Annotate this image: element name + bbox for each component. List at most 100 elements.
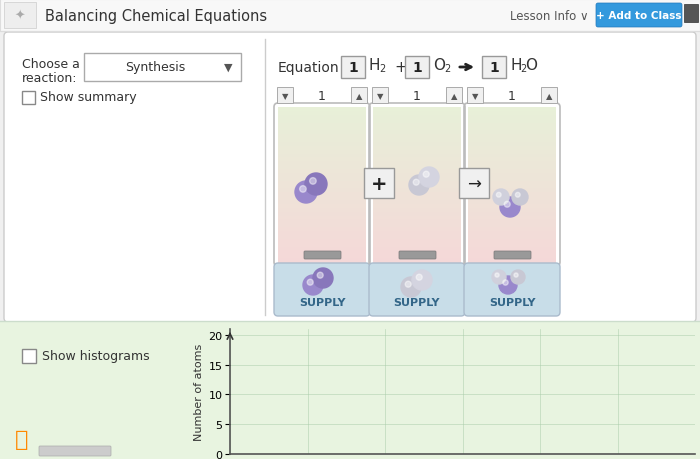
Bar (278, 208, 366, 213)
Bar (373, 251, 461, 255)
FancyBboxPatch shape (405, 57, 429, 79)
Bar (373, 185, 461, 190)
Bar (278, 135, 366, 139)
Text: 1: 1 (489, 61, 499, 75)
FancyBboxPatch shape (274, 263, 370, 316)
FancyBboxPatch shape (341, 57, 365, 79)
Circle shape (499, 276, 517, 294)
FancyBboxPatch shape (364, 168, 394, 199)
Bar (278, 116, 366, 120)
Bar (278, 181, 366, 185)
Text: SUPPLY: SUPPLY (489, 297, 536, 308)
Text: ▲: ▲ (451, 92, 457, 101)
Bar (373, 204, 461, 209)
Bar (278, 108, 366, 112)
Bar (278, 119, 366, 124)
Bar (278, 154, 366, 158)
Circle shape (413, 180, 419, 186)
Circle shape (512, 190, 528, 206)
FancyBboxPatch shape (0, 0, 700, 32)
Text: Balancing Chemical Equations: Balancing Chemical Equations (45, 8, 267, 23)
Bar (373, 123, 461, 128)
Bar (468, 193, 556, 197)
Bar (373, 220, 461, 224)
Circle shape (419, 168, 439, 188)
Circle shape (317, 273, 323, 279)
Text: Show summary: Show summary (40, 91, 136, 104)
Bar (373, 189, 461, 193)
FancyBboxPatch shape (304, 252, 341, 259)
Bar (278, 243, 366, 247)
Bar (373, 108, 461, 112)
Bar (278, 139, 366, 143)
Text: SUPPLY: SUPPLY (299, 297, 345, 308)
Bar (373, 235, 461, 240)
Text: +: + (394, 61, 407, 75)
Bar (468, 119, 556, 124)
Bar (373, 181, 461, 185)
Bar (468, 258, 556, 263)
Bar (278, 162, 366, 166)
Bar (278, 112, 366, 116)
Bar (468, 174, 556, 178)
Bar (468, 251, 556, 255)
Circle shape (511, 270, 525, 285)
Text: 1: 1 (413, 90, 421, 103)
Bar (278, 251, 366, 255)
Text: H: H (369, 57, 381, 73)
Bar (373, 143, 461, 147)
FancyBboxPatch shape (596, 4, 682, 28)
Circle shape (495, 274, 499, 278)
Text: ▼: ▼ (281, 92, 288, 101)
Bar (468, 108, 556, 112)
Bar (468, 197, 556, 201)
Bar (373, 193, 461, 197)
Text: 1: 1 (412, 61, 422, 75)
Text: Synthesis: Synthesis (125, 62, 185, 74)
FancyBboxPatch shape (369, 263, 465, 316)
FancyBboxPatch shape (446, 88, 462, 104)
Bar (373, 247, 461, 252)
FancyBboxPatch shape (4, 33, 696, 322)
Circle shape (300, 186, 306, 193)
Bar (468, 204, 556, 209)
Text: 2: 2 (520, 64, 526, 74)
Bar (468, 127, 556, 131)
Bar (278, 174, 366, 178)
Bar (373, 131, 461, 135)
Bar (373, 146, 461, 151)
Text: 2: 2 (444, 64, 450, 74)
FancyBboxPatch shape (4, 3, 36, 29)
Bar (278, 131, 366, 135)
Text: ▼: ▼ (224, 63, 232, 73)
Bar (468, 112, 556, 116)
Circle shape (401, 277, 421, 297)
Bar (468, 247, 556, 252)
Bar (278, 185, 366, 190)
Bar (278, 220, 366, 224)
Text: reaction:: reaction: (22, 71, 78, 84)
Bar (373, 112, 461, 116)
Bar (468, 131, 556, 135)
Bar (373, 154, 461, 158)
Y-axis label: Number of atoms: Number of atoms (194, 343, 204, 440)
Bar (278, 228, 366, 232)
Bar (278, 193, 366, 197)
FancyBboxPatch shape (482, 57, 506, 79)
Circle shape (504, 202, 510, 208)
Bar (468, 243, 556, 247)
Text: →: → (467, 176, 481, 194)
Circle shape (309, 178, 316, 185)
Bar (468, 116, 556, 120)
Bar (373, 158, 461, 162)
Bar (468, 162, 556, 166)
Text: 1: 1 (508, 90, 516, 103)
Text: ▲: ▲ (546, 92, 552, 101)
Bar (468, 212, 556, 217)
FancyBboxPatch shape (464, 263, 560, 316)
Text: O: O (525, 57, 537, 73)
Circle shape (500, 197, 520, 218)
Bar (468, 135, 556, 139)
FancyBboxPatch shape (84, 54, 241, 82)
Bar (468, 224, 556, 228)
